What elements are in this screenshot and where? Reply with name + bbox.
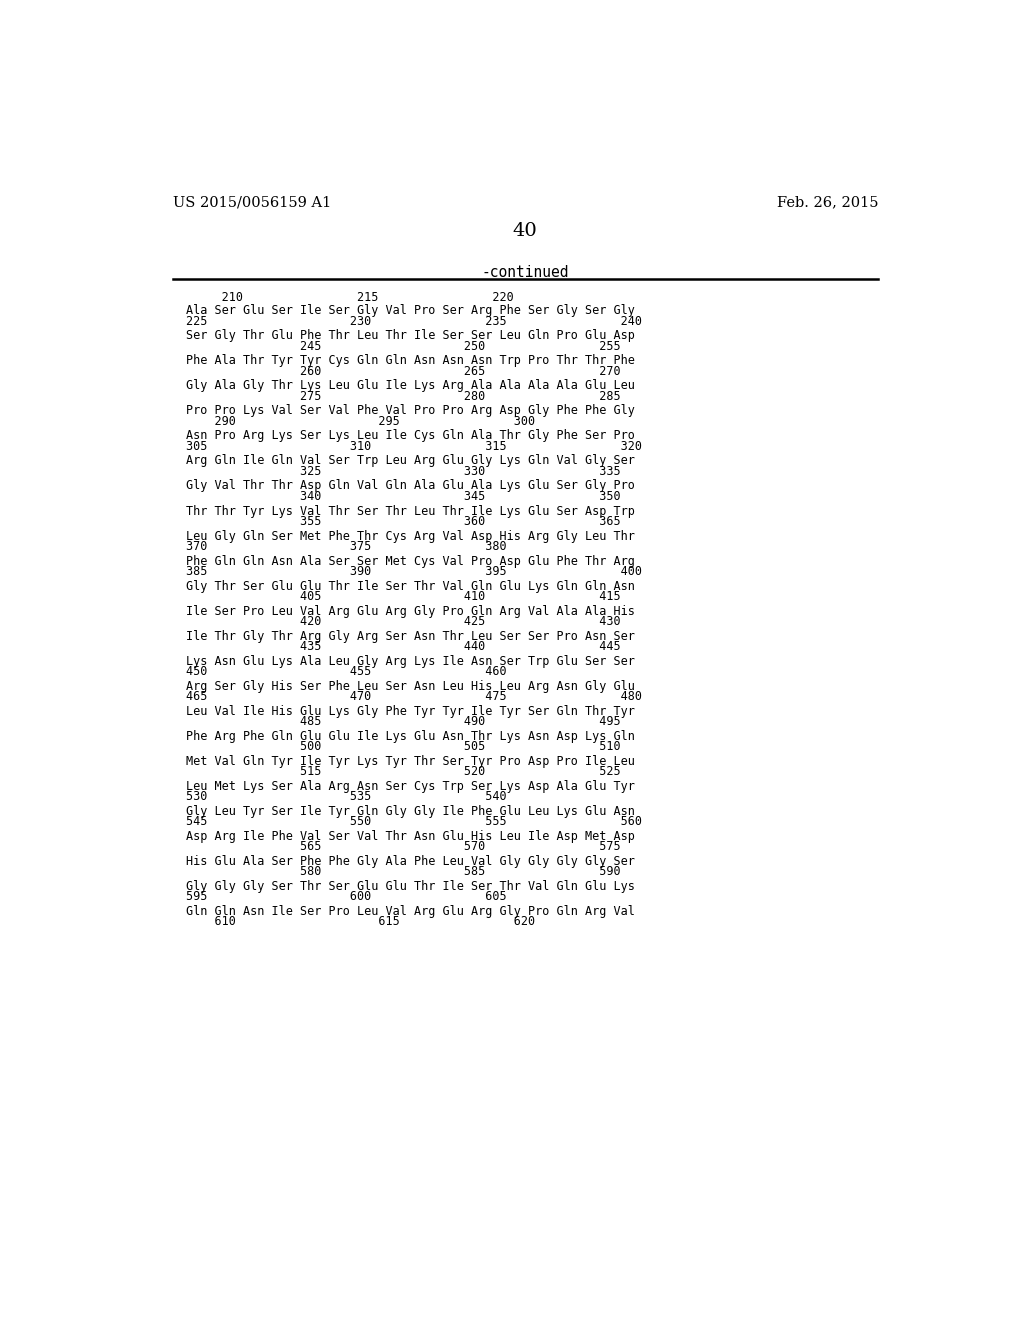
Text: US 2015/0056159 A1: US 2015/0056159 A1	[173, 195, 331, 210]
Text: 420                    425                430: 420 425 430	[186, 615, 621, 628]
Text: 595                    600                605: 595 600 605	[186, 890, 507, 903]
Text: 485                    490                495: 485 490 495	[186, 715, 621, 729]
Text: 545                    550                555                560: 545 550 555 560	[186, 816, 642, 828]
Text: Phe Ala Thr Tyr Tyr Cys Gln Gln Asn Asn Asn Trp Pro Thr Thr Phe: Phe Ala Thr Tyr Tyr Cys Gln Gln Asn Asn …	[186, 354, 635, 367]
Text: Ile Ser Pro Leu Val Arg Glu Arg Gly Pro Gln Arg Val Ala Ala His: Ile Ser Pro Leu Val Arg Glu Arg Gly Pro …	[186, 605, 635, 618]
Text: 210                215                220: 210 215 220	[186, 290, 514, 304]
Text: 465                    470                475                480: 465 470 475 480	[186, 690, 642, 704]
Text: Leu Gly Gln Ser Met Phe Thr Cys Arg Val Asp His Arg Gly Leu Thr: Leu Gly Gln Ser Met Phe Thr Cys Arg Val …	[186, 529, 635, 543]
Text: 275                    280                285: 275 280 285	[186, 389, 621, 403]
Text: Arg Gln Ile Gln Val Ser Trp Leu Arg Glu Gly Lys Gln Val Gly Ser: Arg Gln Ile Gln Val Ser Trp Leu Arg Glu …	[186, 454, 635, 467]
Text: 500                    505                510: 500 505 510	[186, 741, 621, 754]
Text: Asp Arg Ile Phe Val Ser Val Thr Asn Glu His Leu Ile Asp Met Asp: Asp Arg Ile Phe Val Ser Val Thr Asn Glu …	[186, 830, 635, 843]
Text: Pro Pro Lys Val Ser Val Phe Val Pro Pro Arg Asp Gly Phe Phe Gly: Pro Pro Lys Val Ser Val Phe Val Pro Pro …	[186, 404, 635, 417]
Text: Ser Gly Thr Glu Phe Thr Leu Thr Ile Ser Ser Leu Gln Pro Glu Asp: Ser Gly Thr Glu Phe Thr Leu Thr Ile Ser …	[186, 330, 635, 342]
Text: Phe Gln Gln Asn Ala Ser Ser Met Cys Val Pro Asp Glu Phe Thr Arg: Phe Gln Gln Asn Ala Ser Ser Met Cys Val …	[186, 554, 635, 568]
Text: 385                    390                395                400: 385 390 395 400	[186, 565, 642, 578]
Text: Feb. 26, 2015: Feb. 26, 2015	[776, 195, 879, 210]
Text: His Glu Ala Ser Phe Phe Gly Ala Phe Leu Val Gly Gly Gly Gly Ser: His Glu Ala Ser Phe Phe Gly Ala Phe Leu …	[186, 855, 635, 867]
Text: 580                    585                590: 580 585 590	[186, 866, 621, 878]
Text: 225                    230                235                240: 225 230 235 240	[186, 314, 642, 327]
Text: Met Val Gln Tyr Ile Tyr Lys Tyr Thr Ser Tyr Pro Asp Pro Ile Leu: Met Val Gln Tyr Ile Tyr Lys Tyr Thr Ser …	[186, 755, 635, 768]
Text: Gly Ala Gly Thr Lys Leu Glu Ile Lys Arg Ala Ala Ala Ala Glu Leu: Gly Ala Gly Thr Lys Leu Glu Ile Lys Arg …	[186, 379, 635, 392]
Text: Ile Thr Gly Thr Arg Gly Arg Ser Asn Thr Leu Ser Ser Pro Asn Ser: Ile Thr Gly Thr Arg Gly Arg Ser Asn Thr …	[186, 630, 635, 643]
Text: Arg Ser Gly His Ser Phe Leu Ser Asn Leu His Leu Arg Asn Gly Glu: Arg Ser Gly His Ser Phe Leu Ser Asn Leu …	[186, 680, 635, 693]
Text: 290                    295                300: 290 295 300	[186, 414, 536, 428]
Text: Leu Val Ile His Glu Lys Gly Phe Tyr Tyr Ile Tyr Ser Gln Thr Tyr: Leu Val Ile His Glu Lys Gly Phe Tyr Tyr …	[186, 705, 635, 718]
Text: 530                    535                540: 530 535 540	[186, 791, 507, 803]
Text: 305                    310                315                320: 305 310 315 320	[186, 440, 642, 453]
Text: 355                    360                365: 355 360 365	[186, 515, 621, 528]
Text: 610                    615                620: 610 615 620	[186, 915, 536, 928]
Text: Thr Thr Tyr Lys Val Thr Ser Thr Leu Thr Ile Lys Glu Ser Asp Trp: Thr Thr Tyr Lys Val Thr Ser Thr Leu Thr …	[186, 504, 635, 517]
Text: Lys Asn Glu Lys Ala Leu Gly Arg Lys Ile Asn Ser Trp Glu Ser Ser: Lys Asn Glu Lys Ala Leu Gly Arg Lys Ile …	[186, 655, 635, 668]
Text: Gln Gln Asn Ile Ser Pro Leu Val Arg Glu Arg Gly Pro Gln Arg Val: Gln Gln Asn Ile Ser Pro Leu Val Arg Glu …	[186, 906, 635, 917]
Text: Ala Ser Glu Ser Ile Ser Gly Val Pro Ser Arg Phe Ser Gly Ser Gly: Ala Ser Glu Ser Ile Ser Gly Val Pro Ser …	[186, 305, 635, 317]
Text: Gly Thr Ser Glu Glu Thr Ile Ser Thr Val Gln Glu Lys Gln Gln Asn: Gly Thr Ser Glu Glu Thr Ile Ser Thr Val …	[186, 579, 635, 593]
Text: 515                    520                525: 515 520 525	[186, 766, 621, 779]
Text: -continued: -continued	[481, 264, 568, 280]
Text: 565                    570                575: 565 570 575	[186, 841, 621, 853]
Text: Asn Pro Arg Lys Ser Lys Leu Ile Cys Gln Ala Thr Gly Phe Ser Pro: Asn Pro Arg Lys Ser Lys Leu Ile Cys Gln …	[186, 429, 635, 442]
Text: 260                    265                270: 260 265 270	[186, 364, 621, 378]
Text: 245                    250                255: 245 250 255	[186, 339, 621, 352]
Text: 405                    410                415: 405 410 415	[186, 590, 621, 603]
Text: Phe Arg Phe Gln Glu Glu Ile Lys Glu Asn Thr Lys Asn Asp Lys Gln: Phe Arg Phe Gln Glu Glu Ile Lys Glu Asn …	[186, 730, 635, 743]
Text: Gly Leu Tyr Ser Ile Tyr Gln Gly Gly Ile Phe Glu Leu Lys Glu Asn: Gly Leu Tyr Ser Ile Tyr Gln Gly Gly Ile …	[186, 805, 635, 818]
Text: Leu Met Lys Ser Ala Arg Asn Ser Cys Trp Ser Lys Asp Ala Glu Tyr: Leu Met Lys Ser Ala Arg Asn Ser Cys Trp …	[186, 780, 635, 793]
Text: Gly Val Thr Thr Asp Gln Val Gln Ala Glu Ala Lys Glu Ser Gly Pro: Gly Val Thr Thr Asp Gln Val Gln Ala Glu …	[186, 479, 635, 492]
Text: Gly Gly Gly Ser Thr Ser Glu Glu Thr Ile Ser Thr Val Gln Glu Lys: Gly Gly Gly Ser Thr Ser Glu Glu Thr Ile …	[186, 880, 635, 892]
Text: 370                    375                380: 370 375 380	[186, 540, 507, 553]
Text: 40: 40	[512, 222, 538, 239]
Text: 340                    345                350: 340 345 350	[186, 490, 621, 503]
Text: 435                    440                445: 435 440 445	[186, 640, 621, 653]
Text: 325                    330                335: 325 330 335	[186, 465, 621, 478]
Text: 450                    455                460: 450 455 460	[186, 665, 507, 678]
